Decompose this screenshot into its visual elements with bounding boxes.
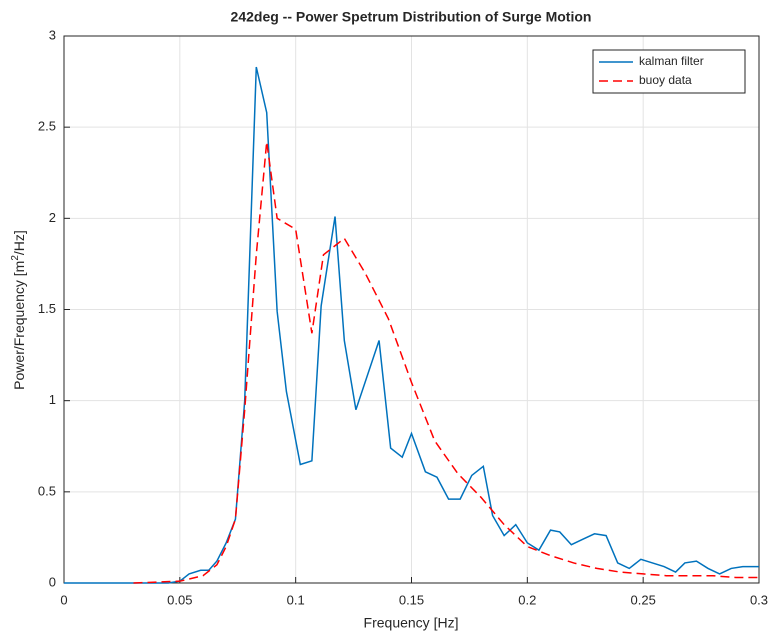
- legend-box: [592, 49, 746, 94]
- x-tick-label: 0.05: [167, 592, 192, 607]
- y-label-part: Power/Frequency [m: [11, 261, 27, 390]
- legend-label: kalman filter: [639, 54, 704, 68]
- x-tick-label: 0.2: [518, 592, 536, 607]
- x-tick-label: 0.15: [399, 592, 424, 607]
- y-tick-label: 1: [49, 392, 56, 407]
- y-axis-label: Power/Frequency [m2/Hz]: [10, 230, 27, 390]
- y-tick-label: 0: [49, 574, 56, 589]
- y-tick-label: 2: [49, 210, 56, 225]
- series-line: [133, 141, 759, 584]
- y-label-part: /Hz]: [11, 230, 27, 255]
- y-label-sup: 2: [10, 255, 21, 261]
- legend-label: buoy data: [639, 73, 692, 87]
- x-axis-label: Frequency [Hz]: [364, 615, 459, 631]
- y-tick-label: 0.5: [38, 483, 56, 498]
- chart-title: 242deg -- Power Spetrum Distribution of …: [231, 9, 592, 25]
- series-line: [64, 66, 759, 584]
- plot-frame: [63, 35, 760, 584]
- x-tick-label: 0.25: [631, 592, 656, 607]
- y-tick-label: 1.5: [38, 301, 56, 316]
- y-tick-label: 3: [49, 27, 56, 42]
- x-tick-label: 0.3: [750, 592, 768, 607]
- x-tick-label: 0: [60, 592, 67, 607]
- x-tick-label: 0.1: [287, 592, 305, 607]
- y-tick-label: 2.5: [38, 119, 56, 134]
